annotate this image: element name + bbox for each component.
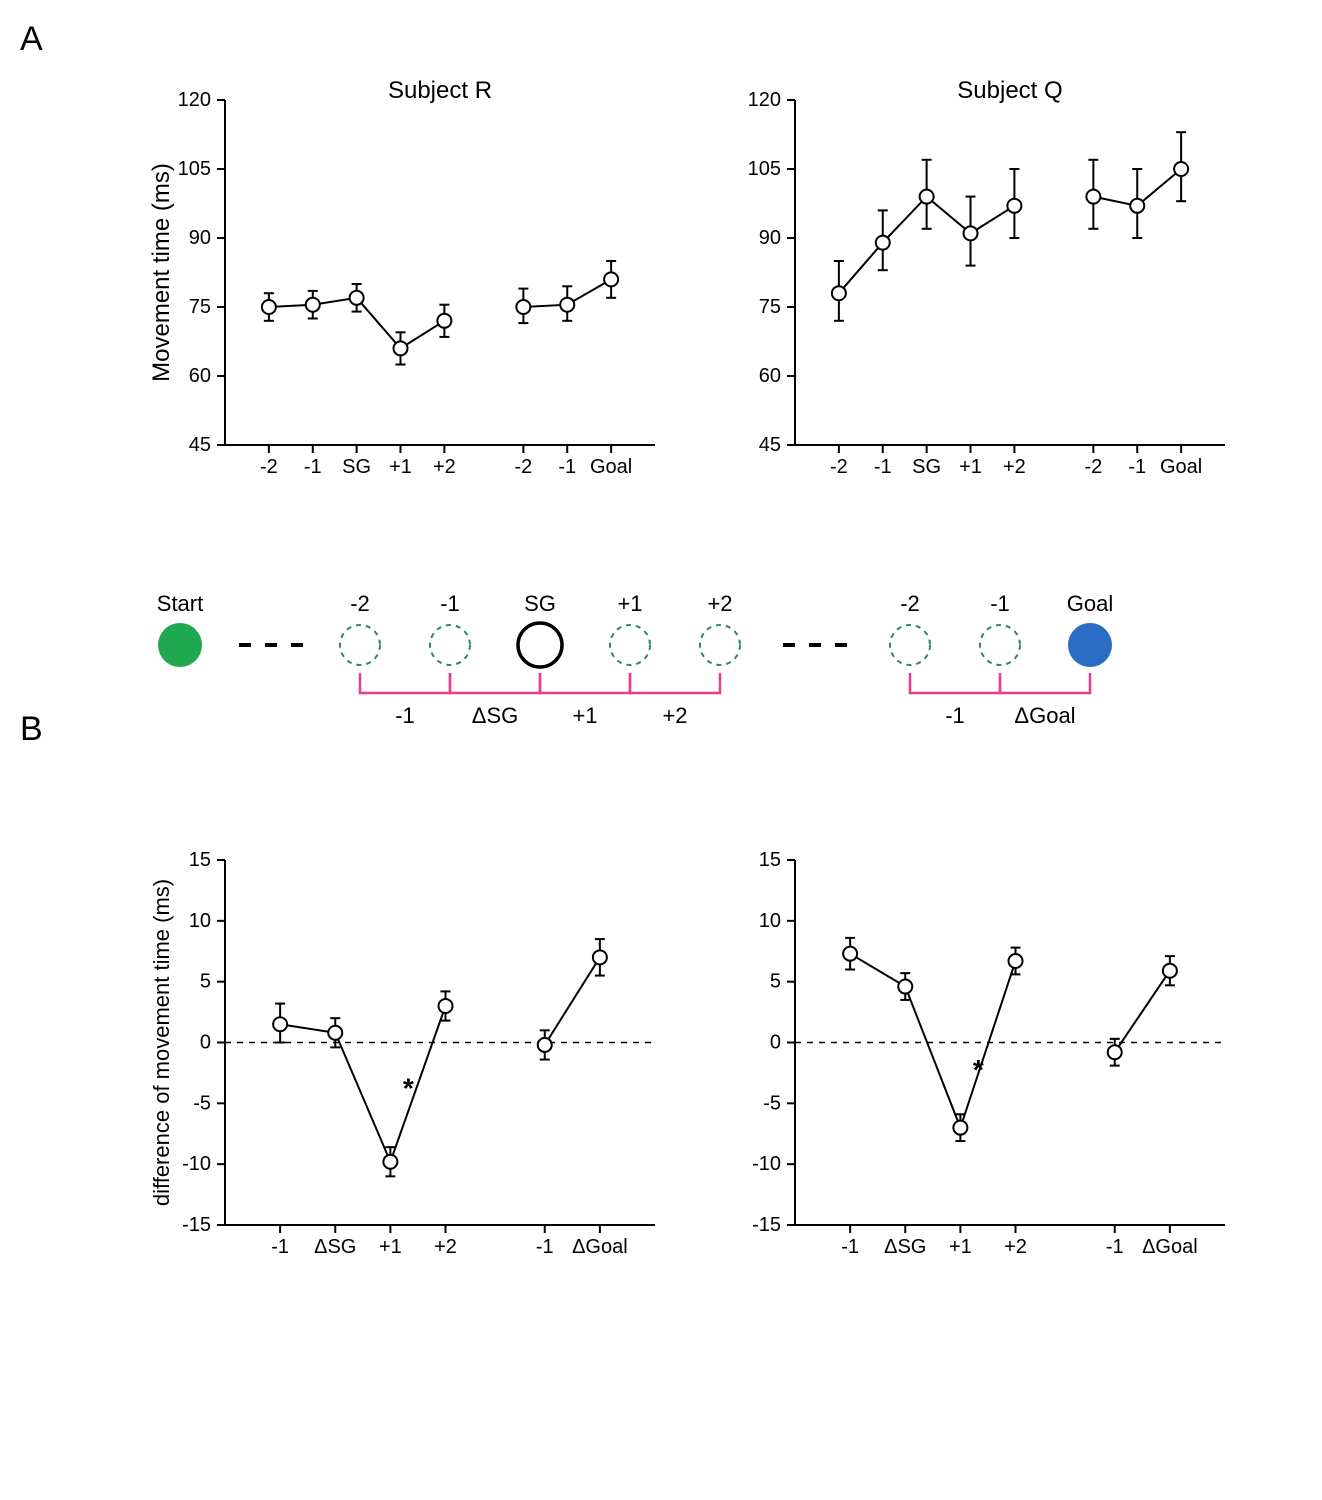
svg-text:0: 0 [770, 1032, 781, 1054]
svg-text:+1: +1 [379, 1236, 402, 1258]
svg-text:-2: -2 [350, 591, 370, 616]
chart-subject-r: Subject R 45 60 75 90 105 120 -2 -1 SG +1 +2 -2 -1 Goa… [150, 80, 670, 520]
panel-a-label: A [20, 20, 43, 59]
svg-text:ΔSG: ΔSG [314, 1236, 356, 1258]
svg-text:ΔGoal: ΔGoal [572, 1236, 628, 1258]
svg-text:75: 75 [189, 296, 211, 318]
svg-text:*: * [403, 1072, 414, 1103]
svg-text:60: 60 [189, 365, 211, 387]
figure-root: A B Subject R45607590105120-2-1SG+1+2-2-… [20, 20, 1302, 1480]
svg-text:-1: -1 [841, 1236, 859, 1258]
svg-text:-1: -1 [536, 1236, 554, 1258]
svg-text:ΔGoal: ΔGoal [1142, 1236, 1198, 1258]
svg-text:SG: SG [912, 456, 941, 478]
svg-text:-2: -2 [830, 456, 848, 478]
svg-text:Subject Q: Subject Q [957, 80, 1062, 104]
svg-text:+2: +2 [662, 703, 687, 728]
svg-text:Goal: Goal [1160, 456, 1202, 478]
svg-text:SG: SG [342, 456, 371, 478]
svg-text:ΔSG: ΔSG [884, 1236, 926, 1258]
svg-text:Goal: Goal [1067, 591, 1113, 616]
svg-text:-10: -10 [752, 1153, 781, 1175]
svg-text:-5: -5 [193, 1092, 211, 1114]
svg-text:15: 15 [759, 849, 781, 871]
svg-text:Goal: Goal [590, 456, 632, 478]
svg-text:60: 60 [759, 365, 781, 387]
svg-text:105: 105 [178, 158, 211, 180]
chart-diff-right: -15 -10 -5 0 5 10 15 -1 ΔSG +1 +2 -1 ΔGoal * [720, 840, 1240, 1300]
svg-text:-1: -1 [440, 591, 460, 616]
svg-text:-5: -5 [763, 1092, 781, 1114]
svg-text:-1: -1 [945, 703, 965, 728]
svg-text:+1: +1 [572, 703, 597, 728]
svg-text:ΔGoal: ΔGoal [1014, 703, 1075, 728]
svg-text:SG: SG [524, 591, 556, 616]
svg-text:15: 15 [189, 849, 211, 871]
svg-text:-2: -2 [1084, 456, 1102, 478]
svg-text:+1: +1 [389, 456, 412, 478]
chart-subject-q: Subject Q 45 60 75 90 105 120 -2 -1 SG +1 +2 -2 -1 Goa… [720, 80, 1240, 520]
svg-text:90: 90 [759, 227, 781, 249]
svg-text:10: 10 [759, 910, 781, 932]
svg-text:-1: -1 [874, 456, 892, 478]
svg-text:-1: -1 [395, 703, 415, 728]
svg-text:ΔSG: ΔSG [472, 703, 518, 728]
svg-text:-15: -15 [182, 1214, 211, 1236]
panel-b-label: B [20, 710, 43, 749]
svg-text:-1: -1 [1106, 1236, 1124, 1258]
svg-text:-1: -1 [990, 591, 1010, 616]
svg-text:Start: Start [157, 591, 203, 616]
svg-text:-1: -1 [271, 1236, 289, 1258]
svg-text:75: 75 [759, 296, 781, 318]
svg-text:-2: -2 [900, 591, 920, 616]
svg-text:-1: -1 [1128, 456, 1146, 478]
svg-text:-1: -1 [558, 456, 576, 478]
svg-text:-2: -2 [514, 456, 532, 478]
svg-text:+2: +2 [434, 1236, 457, 1258]
svg-text:105: 105 [748, 158, 781, 180]
svg-text:*: * [973, 1054, 984, 1085]
svg-text:45: 45 [189, 434, 211, 456]
svg-text:+2: +2 [1004, 1236, 1027, 1258]
svg-text:Subject R: Subject R [388, 80, 492, 104]
svg-text:-15: -15 [752, 1214, 781, 1236]
svg-text:+1: +1 [617, 591, 642, 616]
svg-text:-10: -10 [182, 1153, 211, 1175]
svg-text:+2: +2 [433, 456, 456, 478]
svg-text:difference of movement time (m: difference of movement time (ms) [150, 879, 174, 1206]
svg-text:90: 90 [189, 227, 211, 249]
svg-text:45: 45 [759, 434, 781, 456]
svg-text:-1: -1 [304, 456, 322, 478]
svg-text:5: 5 [200, 971, 211, 993]
svg-text:120: 120 [748, 89, 781, 111]
position-diagram: Start -2 -1 SG +1 +2 -2 -1 Goal -1 ΔSG +1 +2 -1 ΔGoal [140, 580, 1240, 770]
svg-text:0: 0 [200, 1032, 211, 1054]
svg-text:+2: +2 [1003, 456, 1026, 478]
svg-text:-2: -2 [260, 456, 278, 478]
svg-text:+1: +1 [959, 456, 982, 478]
svg-text:Movement time (ms): Movement time (ms) [150, 163, 175, 382]
svg-text:5: 5 [770, 971, 781, 993]
svg-text:+2: +2 [707, 591, 732, 616]
svg-text:+1: +1 [949, 1236, 972, 1258]
svg-text:10: 10 [189, 910, 211, 932]
chart-diff-left: -15 -10 -5 0 5 10 15 -1 ΔSG +1 +2 -1 ΔGoal difference… [150, 840, 670, 1300]
svg-text:120: 120 [178, 89, 211, 111]
